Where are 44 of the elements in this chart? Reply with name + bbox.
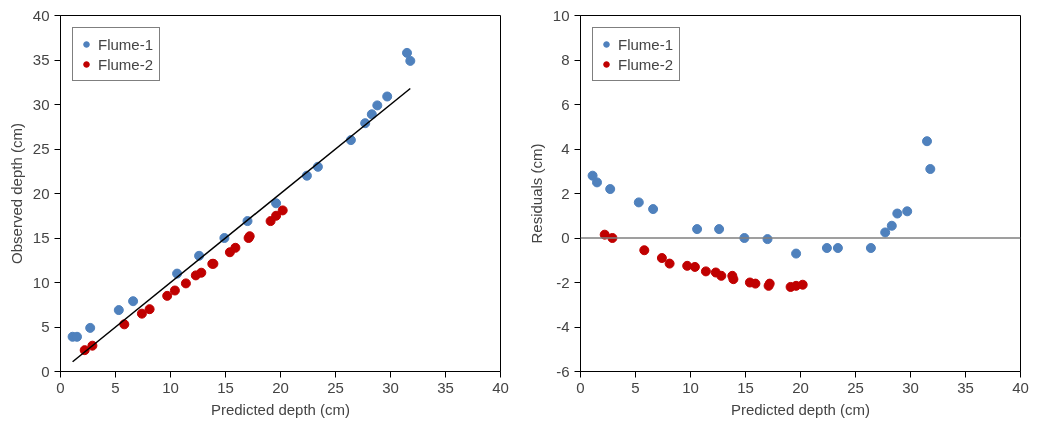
x-tick-label: 25 xyxy=(327,378,344,396)
x-tick-label: 15 xyxy=(737,378,754,396)
y-axis-title: Observed depth (cm) xyxy=(7,123,25,264)
x-tick-label: 40 xyxy=(492,378,509,396)
y-tick-label: 30 xyxy=(32,95,50,113)
x-axis-title: Predicted depth (cm) xyxy=(730,400,871,418)
x-tick-label: 5 xyxy=(111,378,120,396)
legend-label: Flume-2 xyxy=(98,55,154,73)
y-tick-label: 5 xyxy=(41,318,50,335)
x-tick-label: 0 xyxy=(56,378,65,396)
y-tick-label: 6 xyxy=(561,95,570,113)
x-tick-label: 30 xyxy=(382,378,399,396)
x-tick-label: 35 xyxy=(957,378,974,396)
x-tick-label: 10 xyxy=(682,378,699,396)
y-tick-label: 10 xyxy=(552,6,570,24)
x-tick-label: 40 xyxy=(1012,378,1029,396)
legend-label: Flume-1 xyxy=(618,35,674,53)
x-tick-label: 10 xyxy=(162,378,179,396)
legend-label: Flume-1 xyxy=(98,35,154,53)
x-tick-label: 20 xyxy=(272,378,289,396)
y-tick-label: 25 xyxy=(32,140,50,157)
x-tick-label: 30 xyxy=(902,378,919,396)
x-tick-label: 5 xyxy=(631,378,640,396)
x-tick-label: 25 xyxy=(847,378,864,396)
legend-label: Flume-2 xyxy=(618,55,674,73)
x-axis-title: Predicted depth (cm) xyxy=(210,400,351,418)
x-tick-label: 20 xyxy=(792,378,809,396)
y-tick-label: -4 xyxy=(556,318,570,335)
y-tick-label: 15 xyxy=(32,229,50,246)
y-tick-label: 35 xyxy=(32,51,50,68)
y-tick-label: 20 xyxy=(32,184,50,202)
x-tick-label: 15 xyxy=(217,378,234,396)
y-tick-label: 0 xyxy=(561,229,570,246)
y-tick-label: 8 xyxy=(561,51,570,68)
y-tick-label: -2 xyxy=(556,273,570,291)
x-tick-label: 0 xyxy=(576,378,585,396)
x-tick-label: 35 xyxy=(437,378,454,396)
y-tick-label: 2 xyxy=(561,184,570,202)
y-tick-label: 4 xyxy=(561,140,570,157)
y-tick-label: 0 xyxy=(41,362,50,380)
y-axis-title: Residuals (cm) xyxy=(527,143,545,244)
y-tick-label: 10 xyxy=(32,273,50,291)
y-tick-label: -6 xyxy=(556,362,570,380)
y-tick-label: 40 xyxy=(32,6,50,24)
